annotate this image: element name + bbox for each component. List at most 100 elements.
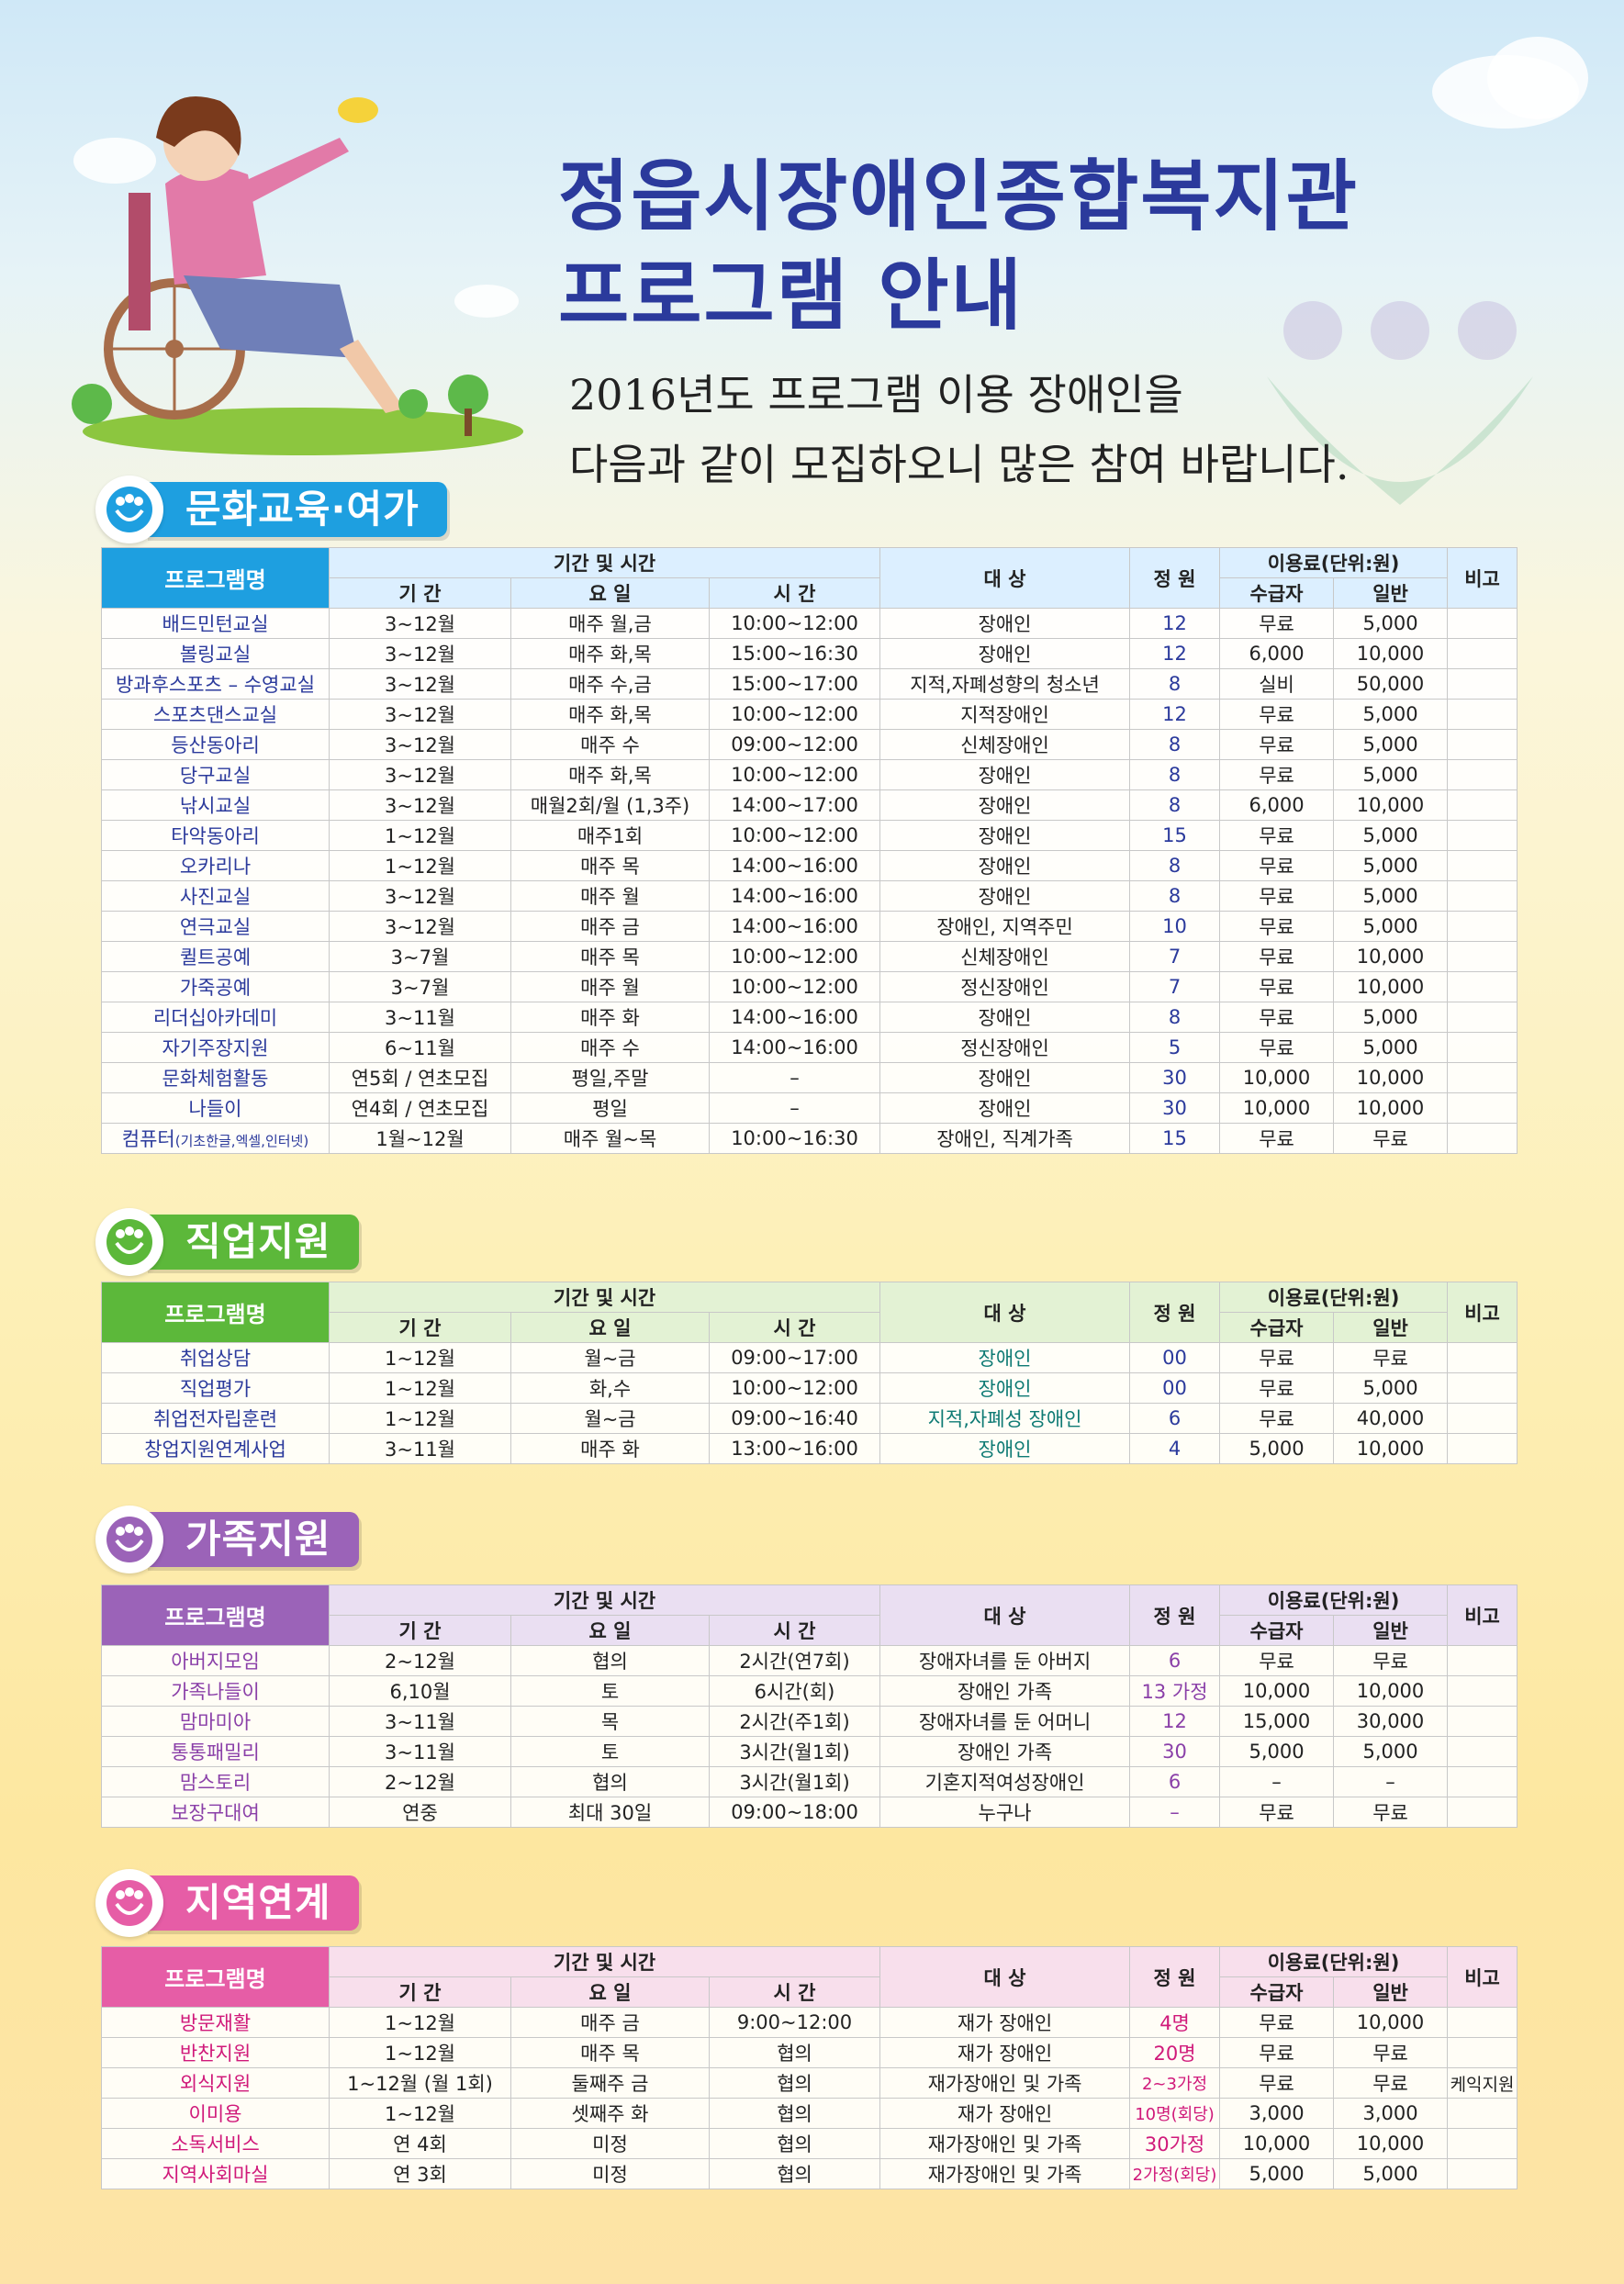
- cell-fee-recipient: 10,000: [1219, 1062, 1335, 1093]
- cell-program: 취업상담: [101, 1342, 330, 1373]
- cell-fee-recipient: 5,000: [1219, 1433, 1335, 1464]
- cell-fee-general: 무료: [1333, 1645, 1449, 1676]
- cell-fee-general: 10,000: [1333, 1675, 1449, 1707]
- column-day: 요 일: [510, 577, 710, 609]
- cell-fee-recipient: 무료: [1219, 1002, 1335, 1033]
- computer-course-detail: (기초한글,엑셀,인터넷): [174, 1133, 309, 1149]
- cell-time: 10:00~12:00: [708, 699, 881, 730]
- cell-day: 매주 목: [510, 850, 710, 881]
- cell-target: 장애인: [879, 638, 1131, 669]
- cell-fee-recipient: 무료: [1219, 820, 1335, 851]
- cell-fee-general: –: [1333, 1766, 1449, 1797]
- cell-time: 10:00~12:00: [708, 820, 881, 851]
- cell-day: 매주 화,목: [510, 759, 710, 790]
- table-row: 문화체험활동 연5회 / 연초모집 평일,주말 – 장애인 30 10,000 10,000: [101, 1062, 1518, 1093]
- cell-note: [1447, 729, 1518, 760]
- cell-day: 매주 화: [510, 1002, 710, 1033]
- cell-program: 스포츠댄스교실: [101, 699, 330, 730]
- cell-note: [1447, 850, 1518, 881]
- cell-period: 1~12월: [329, 850, 511, 881]
- cell-time: 14:00~16:00: [708, 880, 881, 912]
- cell-day: 최대 30일: [510, 1797, 710, 1828]
- cell-target: 지적장애인: [879, 699, 1131, 730]
- cell-program: 방과후스포츠 – 수영교실: [101, 668, 330, 700]
- cell-fee-recipient: 무료: [1219, 1032, 1335, 1063]
- cell-target: 장애인: [879, 789, 1131, 821]
- cell-period: 연5회 / 연초모집: [329, 1062, 511, 1093]
- cell-fee-recipient: 6,000: [1219, 789, 1335, 821]
- smile-logo-icon: [95, 1869, 163, 1937]
- cell-capacity: 00: [1129, 1372, 1221, 1404]
- cell-capacity: 8: [1129, 850, 1221, 881]
- column-period: 기 간: [329, 1312, 511, 1343]
- cell-target: 장애인: [879, 820, 1131, 851]
- page-subtitle: 2016년도 프로그램 이용 장애인을 다음과 같이 모집하오니 많은 참여 바…: [569, 360, 1350, 499]
- table-row: 창업지원연계사업 3~11월 매주 화 13:00~16:00 장애인 4 5,000 10,…: [101, 1433, 1518, 1464]
- section-header: 문화교육·여가: [95, 476, 447, 543]
- column-fee: 이용료(단위:원): [1219, 1584, 1449, 1616]
- cell-target: 정신장애인: [879, 971, 1131, 1002]
- cell-fee-general: 10,000: [1333, 1062, 1449, 1093]
- cell-period: 6,10월: [329, 1675, 511, 1707]
- cell-fee-recipient: 무료: [1219, 911, 1335, 942]
- cell-fee-recipient: 무료: [1219, 759, 1335, 790]
- cell-fee-general: 5,000: [1333, 699, 1449, 730]
- cell-time: 15:00~17:00: [708, 668, 881, 700]
- cell-note: [1447, 1062, 1518, 1093]
- column-time: 시 간: [708, 1312, 881, 1343]
- cell-fee-recipient: 10,000: [1219, 1675, 1335, 1707]
- cell-day: 셋째주 화: [510, 2098, 710, 2129]
- title-line-1: 정읍시장애인종합복지관: [558, 151, 1360, 241]
- cell-program: 사진교실: [101, 880, 330, 912]
- cell-fee-general: 5,000: [1333, 608, 1449, 639]
- cell-program: 리더십아카데미: [101, 1002, 330, 1033]
- cell-period: 1~12월: [329, 2007, 511, 2038]
- cell-period: 연 3회: [329, 2158, 511, 2189]
- cell-program: 배드민턴교실: [101, 608, 330, 639]
- cell-note: [1447, 1675, 1518, 1707]
- cell-target: 재가장애인 및 가족: [879, 2067, 1131, 2099]
- cell-time: 10:00~12:00: [708, 971, 881, 1002]
- cell-fee-general: 무료: [1333, 1123, 1449, 1154]
- cell-period: 3~11월: [329, 1433, 511, 1464]
- cell-note: [1447, 820, 1518, 851]
- cell-program: 반찬지원: [101, 2037, 330, 2068]
- cell-time: –: [708, 1092, 881, 1124]
- page-title: 정읍시장애인종합복지관 프로그램 안내: [558, 147, 1359, 345]
- cell-fee-recipient: 3,000: [1219, 2098, 1335, 2129]
- table-row: 당구교실 3~12월 매주 화,목 10:00~12:00 장애인 8 무료 5,000: [101, 759, 1518, 790]
- cell-time: 13:00~16:00: [708, 1433, 881, 1464]
- cell-program: 소독서비스: [101, 2128, 330, 2159]
- cell-target: 장애인: [879, 1092, 1131, 1124]
- cell-fee-recipient: 무료: [1219, 850, 1335, 881]
- cell-fee-recipient: 5,000: [1219, 2158, 1335, 2189]
- cell-target: 장애인: [879, 1433, 1131, 1464]
- cell-period: 3~11월: [329, 1706, 511, 1737]
- table-row: 퀼트공예 3~7월 매주 목 10:00~12:00 신체장애인 7 무료 10,000: [101, 941, 1518, 972]
- cell-time: 10:00~12:00: [708, 941, 881, 972]
- cell-program: 나들이: [101, 1092, 330, 1124]
- cell-fee-recipient: –: [1219, 1766, 1335, 1797]
- column-capacity: 정 원: [1129, 1946, 1221, 2008]
- cell-target: 지적,자폐성향의 청소년: [879, 668, 1131, 700]
- cell-period: 3~12월: [329, 729, 511, 760]
- cell-day: 매주 목: [510, 2037, 710, 2068]
- cell-time: 협의: [708, 2037, 881, 2068]
- cell-fee-general: 5,000: [1333, 820, 1449, 851]
- cell-period: 6~11월: [329, 1032, 511, 1063]
- column-day: 요 일: [510, 1976, 710, 2008]
- cell-time: 협의: [708, 2128, 881, 2159]
- cell-period: 1~12월: [329, 820, 511, 851]
- cell-period: 3~12월: [329, 789, 511, 821]
- cell-target: 신체장애인: [879, 941, 1131, 972]
- cell-capacity: 8: [1129, 880, 1221, 912]
- cell-program: 직업평가: [101, 1372, 330, 1404]
- cell-capacity: 12: [1129, 608, 1221, 639]
- table-row: 방문재활 1~12월 매주 금 9:00~12:00 재가 장애인 4명 무료 10,000: [101, 2007, 1518, 2038]
- column-capacity: 정 원: [1129, 1282, 1221, 1343]
- cell-day: 협의: [510, 1645, 710, 1676]
- table-row: 소독서비스 연 4회 미정 협의 재가장애인 및 가족 30가정 10,000 10,000: [101, 2128, 1518, 2159]
- cell-fee-recipient: 무료: [1219, 1372, 1335, 1404]
